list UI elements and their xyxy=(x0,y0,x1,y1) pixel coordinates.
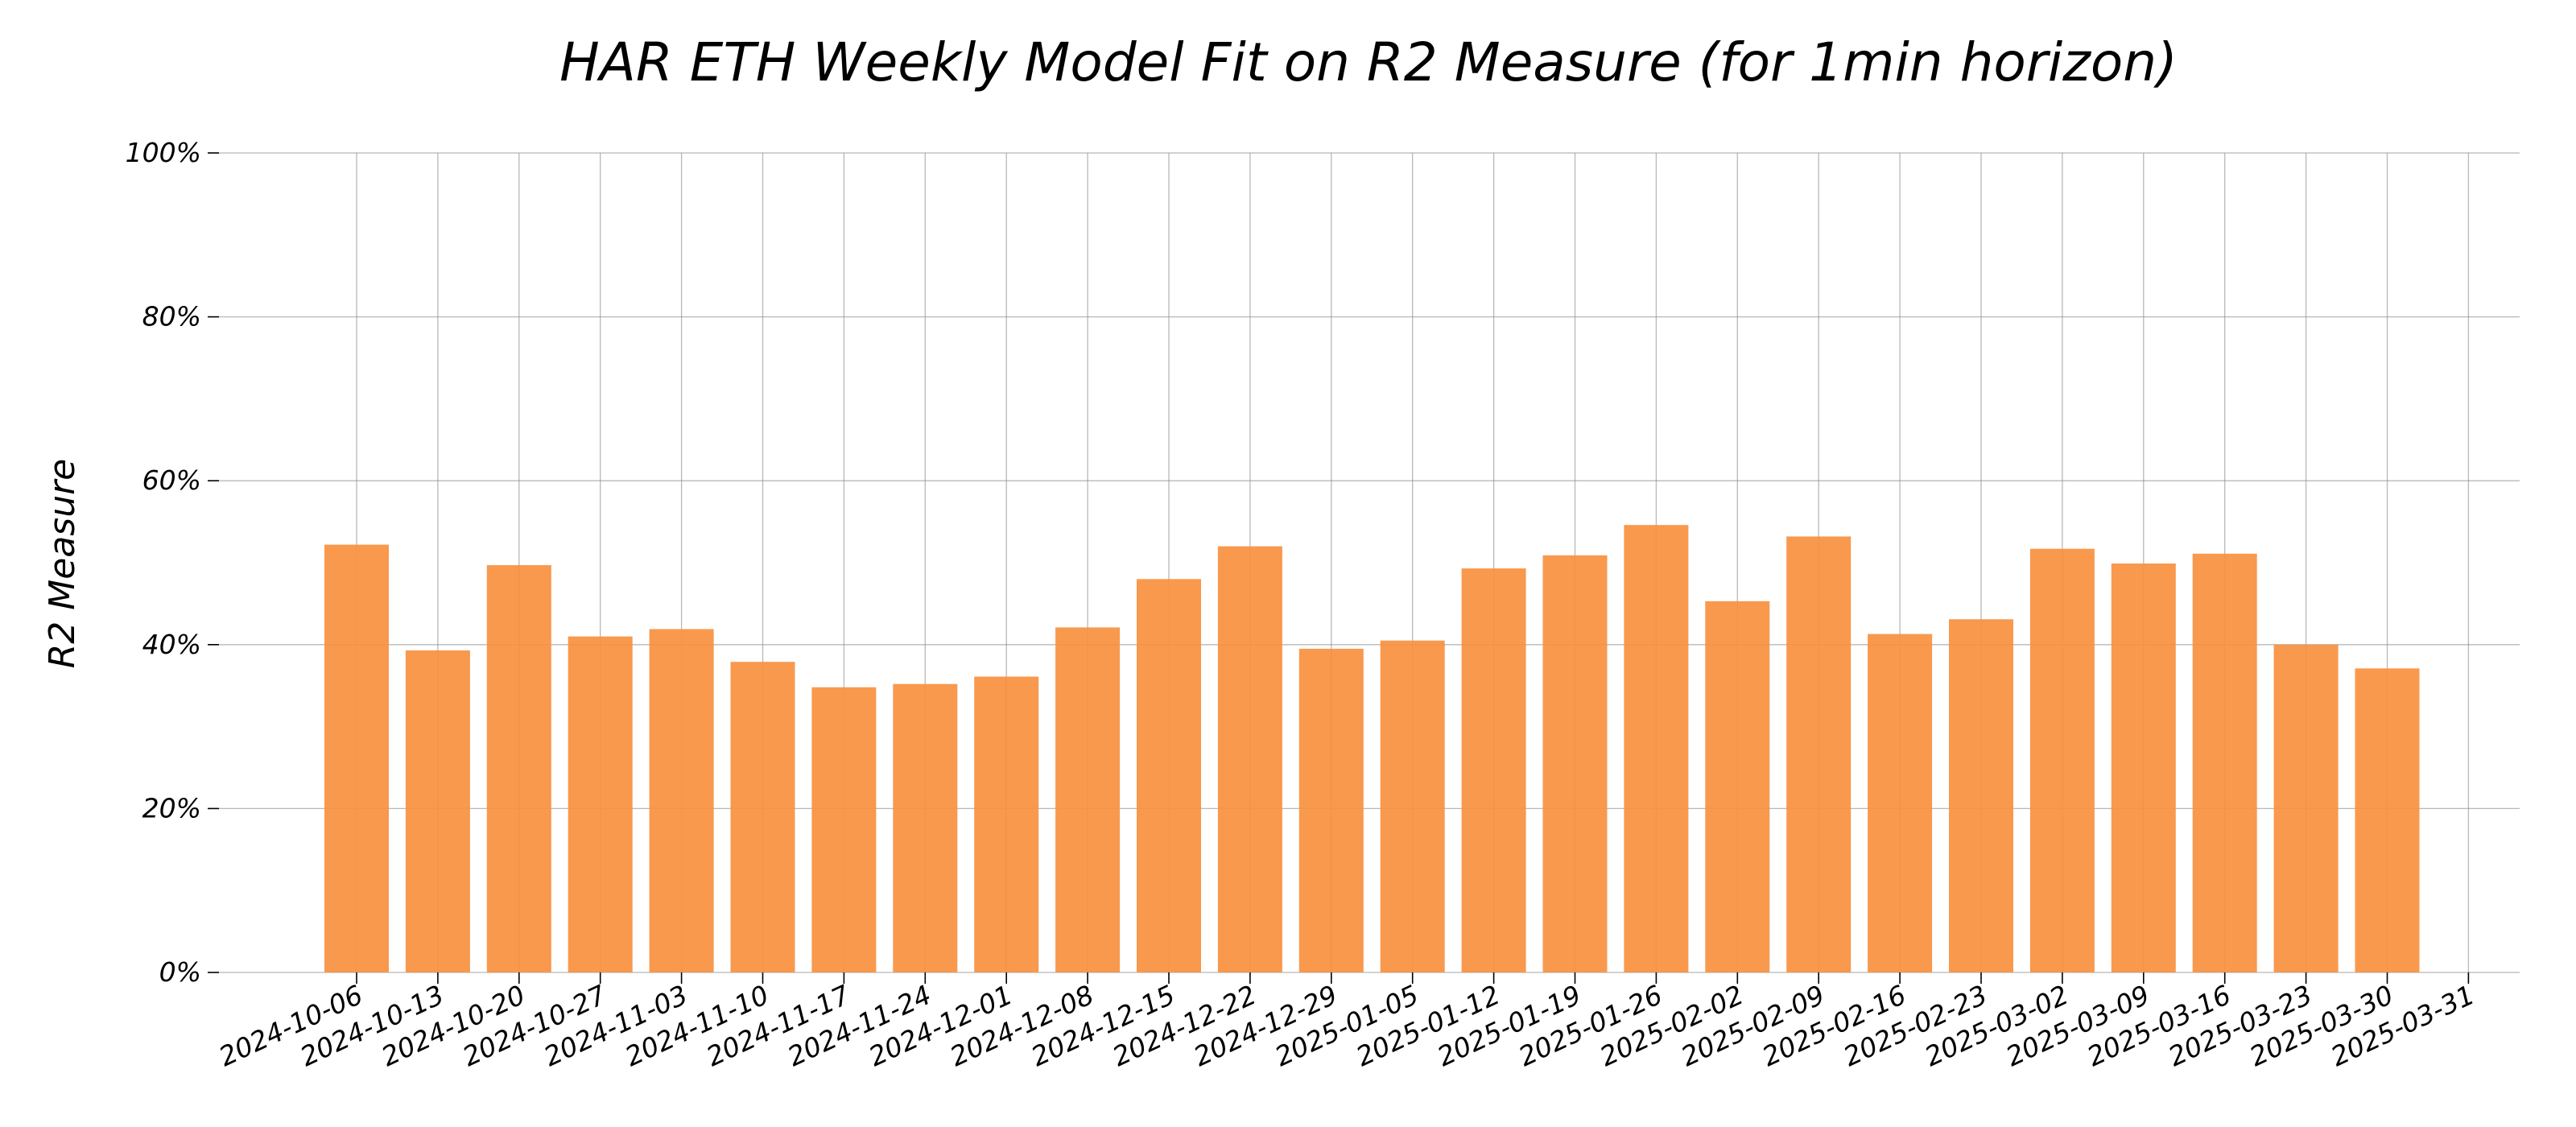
bar xyxy=(1868,634,1933,972)
chart-title: HAR ETH Weekly Model Fit on R2 Measure (… xyxy=(559,31,2178,93)
bar xyxy=(405,650,470,972)
bar xyxy=(1055,627,1121,972)
bar xyxy=(893,683,958,972)
bar xyxy=(2273,644,2339,972)
y-tick-label: 40% xyxy=(142,629,201,660)
y-tick-label: 80% xyxy=(142,301,201,332)
bar xyxy=(568,636,633,972)
y-axis-label: R2 Measure xyxy=(42,459,83,669)
bar xyxy=(1705,601,1770,972)
bar xyxy=(2355,668,2420,972)
y-tick-label: 20% xyxy=(142,792,201,824)
bar xyxy=(974,676,1039,972)
bar xyxy=(1461,568,1526,972)
x-axis-ticks: 2024-10-062024-10-132024-10-202024-10-27… xyxy=(214,972,2479,1072)
y-tick-label: 100% xyxy=(126,137,201,168)
bar xyxy=(2029,548,2095,972)
bar xyxy=(1298,648,1364,972)
y-tick-label: 60% xyxy=(142,464,201,496)
bar xyxy=(324,544,389,972)
bar xyxy=(1786,536,1852,972)
bar xyxy=(1624,525,1689,972)
bar xyxy=(811,687,877,972)
bar xyxy=(2111,564,2176,972)
bar xyxy=(1949,619,2013,972)
bar xyxy=(649,629,714,972)
bar xyxy=(1217,546,1282,972)
bar xyxy=(2192,553,2257,972)
bar xyxy=(486,565,551,972)
bar xyxy=(730,662,795,972)
y-tick-label: 0% xyxy=(159,956,201,988)
bar xyxy=(1137,579,1201,972)
bars-layer xyxy=(324,525,2420,972)
bar xyxy=(1542,555,1608,972)
y-axis-ticks: 0% 20% 40% 60% 80% 100% xyxy=(126,137,219,988)
bar xyxy=(1380,640,1445,972)
